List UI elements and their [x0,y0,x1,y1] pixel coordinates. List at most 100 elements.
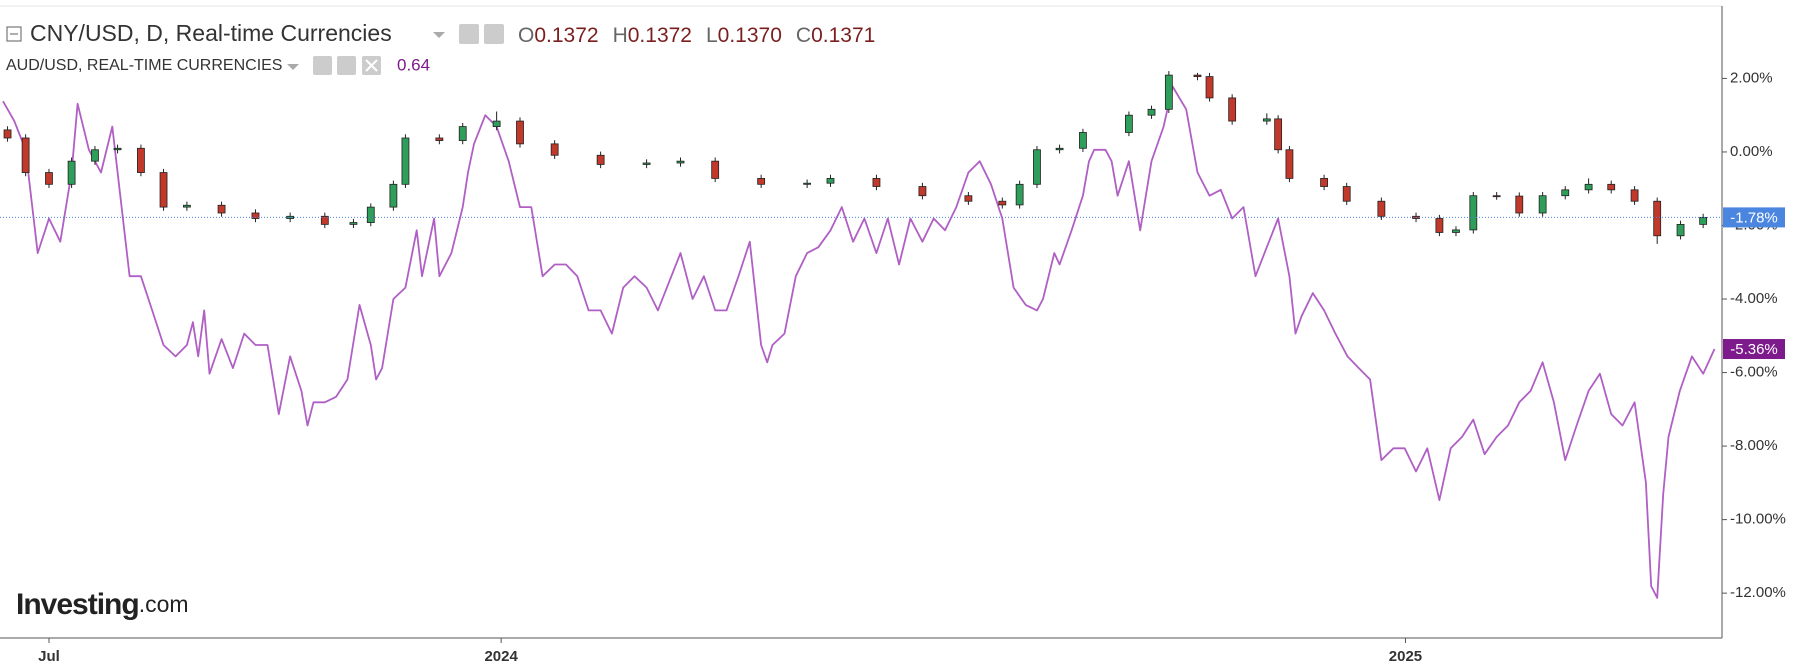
dropdown-arrow[interactable] [433,32,445,38]
candle-body [757,178,766,185]
candle-body [1342,186,1351,202]
candle-body [3,129,12,139]
ohlc-readout: O0.1372 H0.1372 L0.1370 C0.1371 [518,24,875,47]
candle-body [1699,217,1708,225]
candle-body [1055,147,1064,151]
candle-body [676,160,685,164]
candle-body [1079,132,1087,149]
ohlc-key: C [796,24,811,47]
candle-body [1607,183,1616,191]
candle-body [998,200,1007,206]
candle-body [1377,200,1386,217]
candle-body [458,126,467,141]
candle-body [1469,195,1478,231]
y-tick-label: -4.00% [1730,290,1778,307]
candle-body [1653,200,1662,237]
y-tick-label: -10.00% [1730,511,1786,528]
candle-body [401,137,410,185]
candle-body [159,172,168,208]
candle-body [349,222,358,225]
candle-body [113,147,122,151]
candle-body [1205,76,1214,99]
candle-body [711,160,720,179]
candle-body [435,137,444,141]
candle-body [389,183,398,208]
candle-body [1228,97,1237,122]
candle-body [1515,195,1524,214]
candle-body [251,212,260,219]
ohlc-key: L [706,24,718,47]
candle-body [366,206,375,223]
candle-body [1262,118,1271,122]
x-tick-label: 2025 [1389,648,1422,665]
series-title: CNY/USD, D, Real-time Currencies [30,20,392,46]
candle-body [1320,178,1328,187]
dropdown-arrow[interactable] [287,64,299,70]
candle-body [550,143,559,156]
collapse-button[interactable] [6,26,22,42]
last-price-box [1723,339,1785,360]
remove-icon [365,59,378,72]
candle-body [1538,195,1547,214]
last-price-label: -5.36% [1730,341,1778,358]
y-tick-label: 2.00% [1730,69,1773,86]
plot-area [0,6,1727,643]
candle-body [918,186,927,197]
candle-body [1164,74,1173,110]
watermark-brand: Investing [16,588,139,621]
candle-body [45,172,53,185]
visibility-button[interactable] [459,24,479,44]
last-price-label: -1.78% [1730,209,1778,226]
candle-body [286,215,295,219]
candle-body [492,120,501,127]
watermark-suffix: .com [139,591,189,617]
ohlc-value: 0.1372 [534,24,598,47]
candle-body [137,147,145,173]
candle-body [320,215,329,225]
candle-body [182,204,191,208]
y-tick-label: 0.00% [1730,143,1773,160]
visibility-button[interactable] [313,56,332,75]
y-tick-label: -8.00% [1730,437,1778,454]
candle-body [1630,189,1639,202]
ohlc-value: 0.1372 [628,24,692,47]
watermark: Investing.com [16,588,189,621]
series-line [2,85,1716,599]
candle-body [21,137,30,173]
candle-body [1125,114,1133,133]
candle-body [1033,149,1041,185]
ohlc-value: 0.1371 [811,24,875,47]
candle-body [1274,118,1283,151]
candle-body [1452,229,1460,233]
ohlc-key: O [518,24,534,47]
candle-body [1584,183,1593,191]
candle-body [516,120,524,145]
candle-body [91,149,99,162]
candle-body [596,154,605,165]
candle-body [1015,183,1024,206]
candle-body [217,204,226,214]
y-tick-label: -6.00% [1730,364,1778,381]
candle-body [1193,74,1202,77]
candle-body [1676,223,1685,237]
y-tick-label: -12.00% [1730,584,1786,601]
candle-body [1492,195,1501,198]
candle-body [642,162,651,165]
candle-body [803,182,812,185]
settings-button[interactable] [337,56,356,75]
series-price: 0.64 [397,55,430,74]
candle-body [1285,149,1294,179]
candle-body [964,195,973,202]
last-price-box [1723,207,1785,228]
x-tick-label: 2024 [484,648,518,665]
candle-body [1435,218,1444,233]
series-title: AUD/USD, REAL-TIME CURRENCIES [6,57,282,74]
candle-body [872,178,881,187]
ohlc-value: 0.1370 [718,24,782,47]
candle-body [826,178,835,184]
ohlc-key: H [613,24,628,47]
settings-button[interactable] [484,24,504,44]
